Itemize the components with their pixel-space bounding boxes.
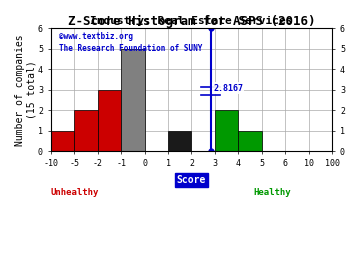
Bar <box>238 131 262 151</box>
Text: Unhealthy: Unhealthy <box>51 188 99 197</box>
Bar <box>74 110 98 151</box>
Bar <box>51 131 74 151</box>
Title: Z-Score Histogram for ASPS (2016): Z-Score Histogram for ASPS (2016) <box>68 15 315 28</box>
Text: Industry: Real Estate Services: Industry: Real Estate Services <box>90 16 293 26</box>
Bar <box>168 131 192 151</box>
Text: Score: Score <box>177 175 206 185</box>
Bar <box>98 90 121 151</box>
Bar <box>215 110 238 151</box>
Text: 2.8167: 2.8167 <box>213 84 243 93</box>
Bar <box>121 49 144 151</box>
Y-axis label: Number of companies
(15 total): Number of companies (15 total) <box>15 34 37 146</box>
Text: ©www.textbiz.org: ©www.textbiz.org <box>59 32 133 41</box>
Text: The Research Foundation of SUNY: The Research Foundation of SUNY <box>59 44 202 53</box>
Text: Healthy: Healthy <box>253 188 291 197</box>
